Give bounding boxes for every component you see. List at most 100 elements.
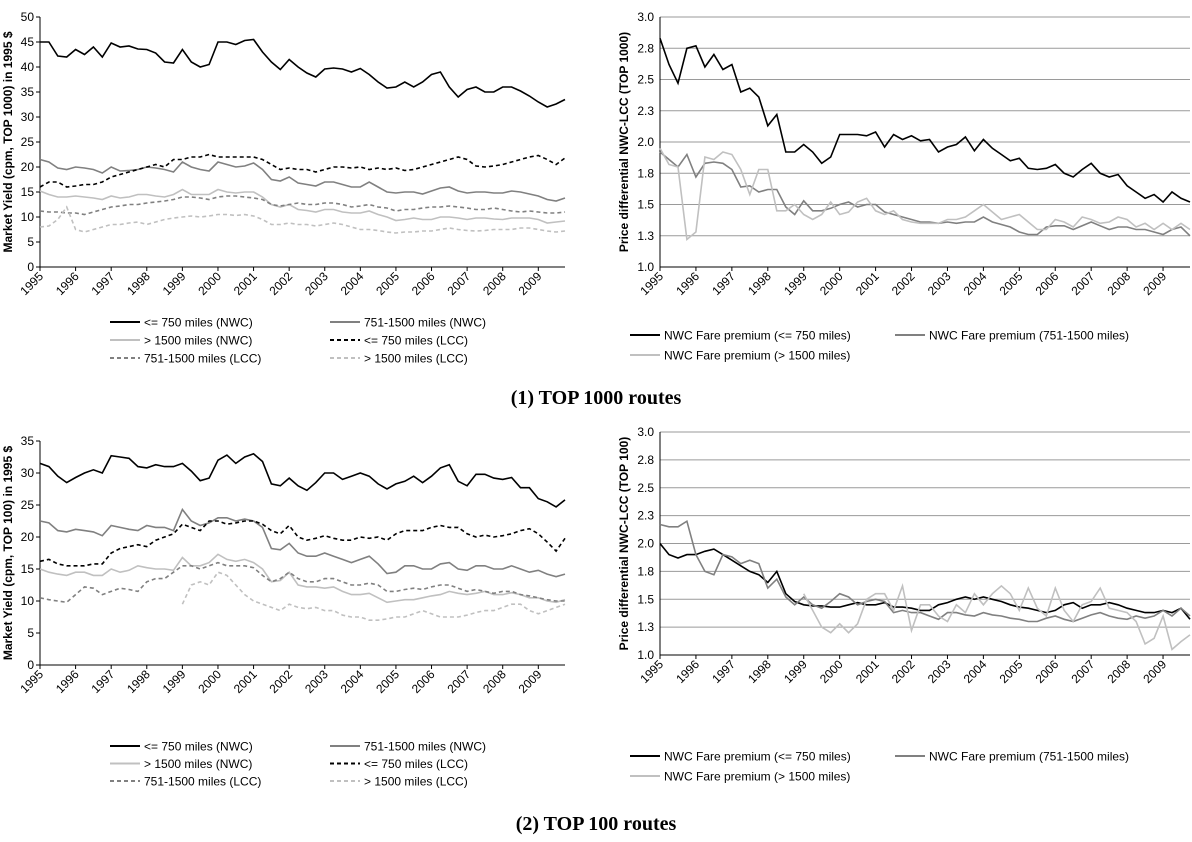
y-tick-label: 1.8 (637, 564, 654, 578)
series-line (39, 507, 566, 578)
series-line (659, 151, 1191, 237)
x-tick-label: 1998 (745, 269, 774, 298)
series-line (39, 195, 566, 216)
legend-label: NWC Fare premium (<= 750 miles) (664, 750, 851, 764)
x-tick-label: 2007 (444, 269, 473, 298)
x-tick-label: 1998 (124, 269, 153, 298)
x-tick-label: 2004 (338, 269, 367, 298)
y-tick-label: 20 (21, 160, 35, 174)
legend-label: 751-1500 miles (NWC) (364, 740, 486, 754)
x-tick-label: 2006 (409, 269, 438, 298)
x-tick-label: 2008 (480, 269, 509, 298)
x-tick-label: 2001 (231, 269, 260, 298)
y-tick-label: 5 (27, 626, 34, 640)
series-line (659, 519, 1191, 623)
x-tick-label: 2000 (817, 269, 846, 298)
x-tick-label: 2001 (853, 657, 882, 686)
x-tick-label: 2002 (889, 657, 918, 686)
x-tick-label: 2007 (1069, 657, 1098, 686)
y-tick-label: 1.5 (637, 198, 654, 212)
x-tick-label: 2006 (1033, 269, 1062, 298)
x-tick-label: 1998 (124, 667, 153, 696)
series-line (39, 153, 566, 188)
legend-label: NWC Fare premium (<= 750 miles) (664, 329, 851, 343)
y-tick-label: 1.3 (637, 620, 654, 634)
y-tick-label: 30 (21, 110, 35, 124)
x-tick-label: 2009 (516, 667, 545, 696)
x-tick-label: 2005 (373, 269, 402, 298)
x-tick-label: 2000 (817, 657, 846, 686)
y-tick-label: 2.5 (637, 481, 654, 495)
y-tick-label: 35 (21, 85, 35, 99)
x-tick-label: 2004 (961, 269, 990, 298)
legend-label: <= 750 miles (NWC) (144, 316, 253, 330)
legend-label: <= 750 miles (LCC) (364, 757, 468, 771)
series-line (659, 542, 1191, 620)
legend-label: > 1500 miles (NWC) (144, 334, 252, 348)
x-tick-label: 1997 (709, 657, 738, 686)
y-tick-label: 1.5 (637, 592, 654, 606)
x-tick-label: 2003 (925, 657, 954, 686)
y-tick-label: 25 (21, 135, 35, 149)
x-tick-label: 1997 (89, 667, 118, 696)
y-tick-label: 40 (21, 60, 35, 74)
x-tick-label: 2003 (302, 667, 331, 696)
caption: (2) TOP 100 routes (516, 813, 677, 835)
series-line (39, 553, 566, 604)
y-axis-title: Market Yield (cpm, TOP 1000) in 1995 $ (1, 31, 15, 252)
x-tick-label: 2005 (997, 657, 1026, 686)
x-tick-label: 2001 (853, 269, 882, 298)
x-tick-label: 2005 (997, 269, 1026, 298)
legend-label: 751-1500 miles (NWC) (364, 316, 486, 330)
x-tick-label: 2003 (925, 269, 954, 298)
y-tick-label: 2.0 (637, 135, 654, 149)
legend-label: <= 750 miles (NWC) (144, 740, 253, 754)
x-tick-label: 2006 (409, 667, 438, 696)
x-tick-label: 1996 (673, 269, 702, 298)
y-tick-label: 2.8 (637, 453, 654, 467)
series-line (39, 188, 566, 224)
y-tick-label: 2.0 (637, 537, 654, 551)
x-tick-label: 1996 (673, 657, 702, 686)
x-tick-label: 2009 (1140, 657, 1169, 686)
y-tick-label: 1.3 (637, 229, 654, 243)
legend-label: NWC Fare premium (751-1500 miles) (929, 750, 1129, 764)
x-tick-label: 2007 (1069, 269, 1098, 298)
y-tick-label: 50 (21, 10, 35, 24)
series-line (659, 147, 1191, 242)
y-tick-label: 20 (21, 530, 35, 544)
x-tick-label: 1998 (745, 657, 774, 686)
x-tick-label: 2000 (195, 667, 224, 696)
series-line (39, 561, 565, 604)
x-tick-label: 1995 (17, 269, 46, 298)
y-tick-label: 2.3 (637, 509, 654, 523)
x-tick-label: 1999 (160, 269, 189, 298)
y-axis-title: Price differential NWC-LCC (TOP 100) (617, 437, 631, 651)
y-tick-label: 0 (27, 658, 34, 672)
series-line (659, 38, 1191, 204)
x-tick-label: 2008 (1104, 657, 1133, 686)
x-tick-label: 2001 (231, 667, 260, 696)
y-tick-label: 15 (21, 185, 35, 199)
legend-label: > 1500 miles (NWC) (144, 757, 252, 771)
series-line (181, 571, 566, 621)
y-tick-label: 1.0 (637, 648, 654, 662)
y-tick-label: 3.0 (637, 425, 654, 439)
legend-label: > 1500 miles (LCC) (364, 352, 468, 366)
x-tick-label: 1999 (781, 657, 810, 686)
y-tick-label: 0 (27, 260, 34, 274)
x-tick-label: 2003 (302, 269, 331, 298)
x-tick-label: 2004 (961, 657, 990, 686)
x-tick-label: 2008 (1104, 269, 1133, 298)
y-tick-label: 2.8 (637, 41, 654, 55)
legend-label: 751-1500 miles (LCC) (144, 352, 261, 366)
x-tick-label: 1996 (53, 667, 82, 696)
caption: (1) TOP 1000 routes (511, 387, 682, 409)
legend-label: > 1500 miles (LCC) (364, 775, 468, 789)
y-tick-label: 1.0 (637, 260, 654, 274)
x-tick-label: 2004 (338, 667, 367, 696)
y-tick-label: 5 (27, 235, 34, 249)
x-tick-label: 1997 (709, 269, 738, 298)
